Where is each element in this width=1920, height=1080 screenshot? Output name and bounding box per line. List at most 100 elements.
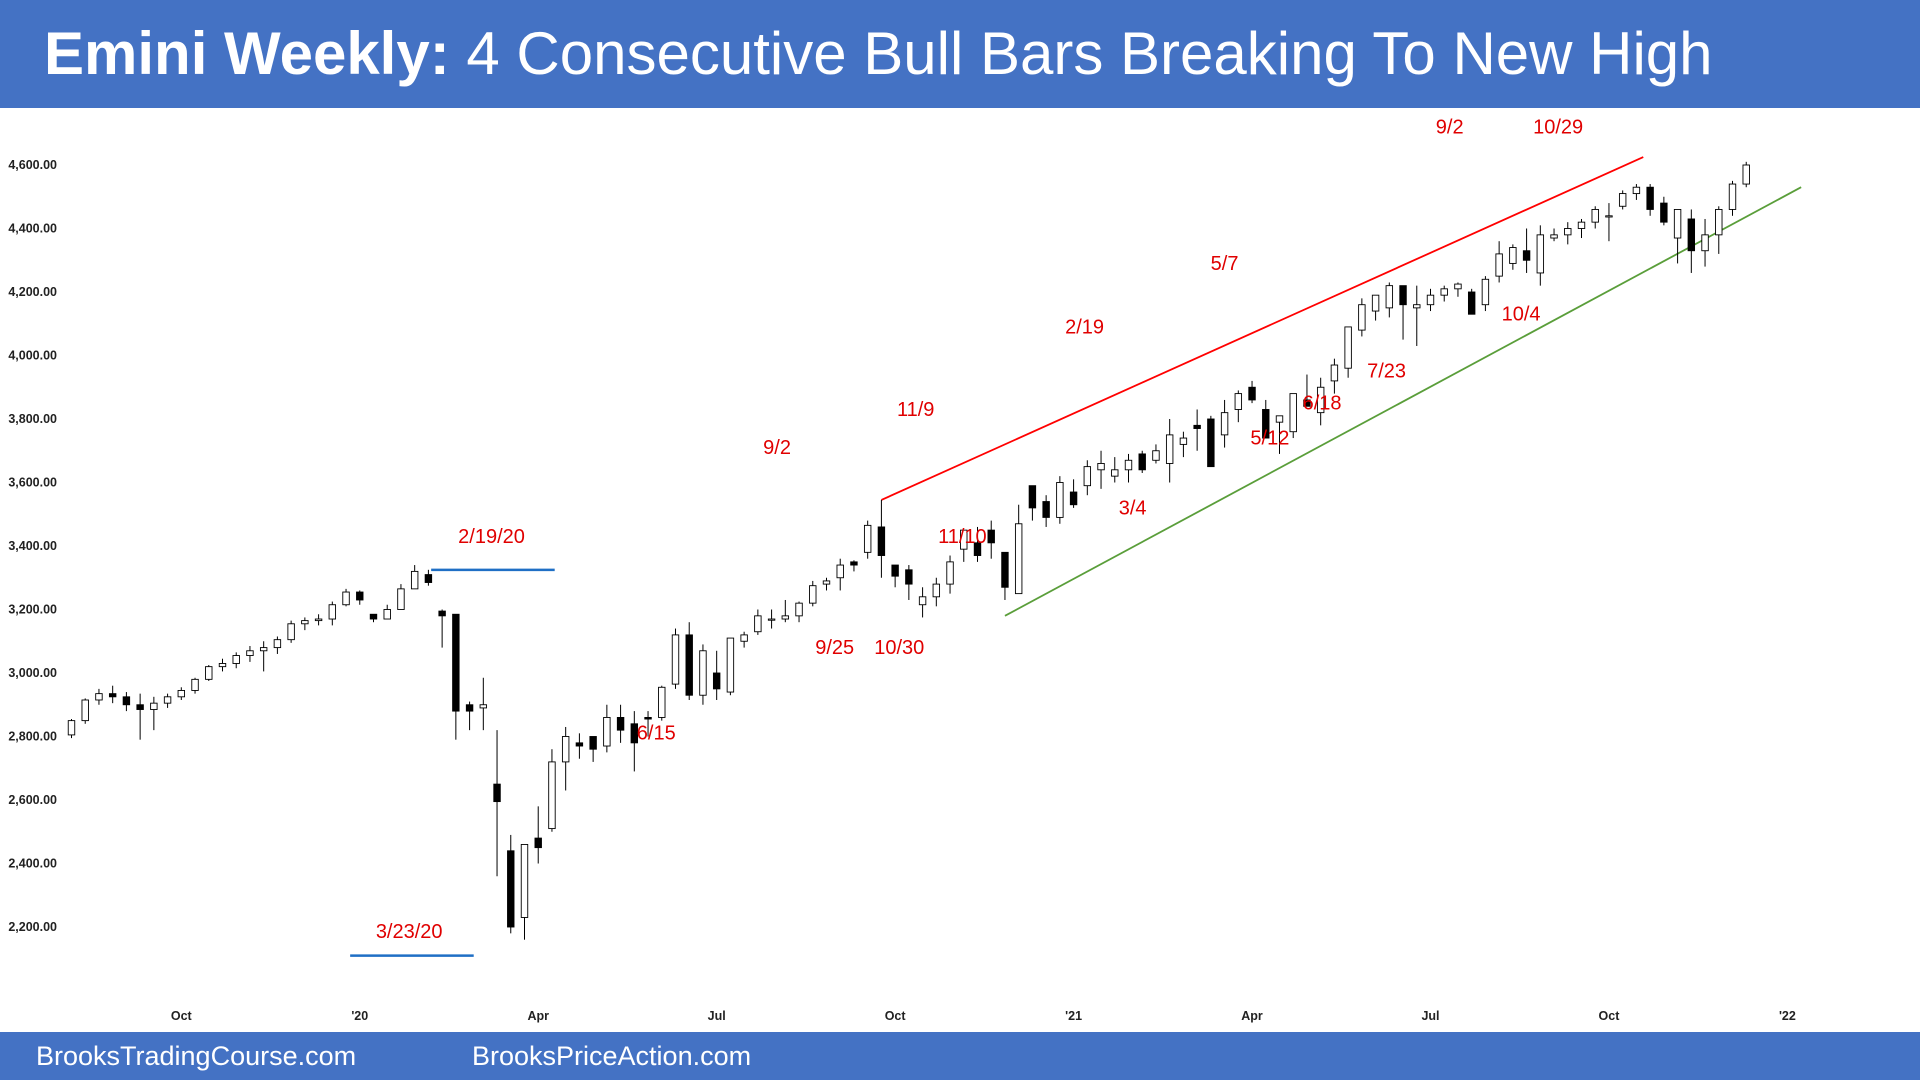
candle-body <box>877 526 886 556</box>
candle-body <box>122 696 131 706</box>
candle-body <box>740 634 748 642</box>
candle-body <box>973 542 982 556</box>
candle <box>822 577 831 591</box>
candle <box>1399 285 1407 340</box>
candle <box>1536 225 1545 286</box>
footer-right-link[interactable]: BrooksPriceAction.com <box>472 1041 752 1071</box>
candle <box>218 658 227 672</box>
candle <box>493 730 501 877</box>
candle-body <box>218 663 227 668</box>
candle <box>658 685 666 721</box>
candle-body <box>438 610 446 617</box>
candle <box>67 719 76 739</box>
candle <box>1083 460 1092 496</box>
date-annotation: 10/29 <box>1533 116 1583 138</box>
candle-body <box>369 613 378 620</box>
candle <box>1069 479 1078 508</box>
candle <box>946 555 954 594</box>
candle <box>781 599 790 623</box>
candle <box>1014 504 1023 595</box>
candle-body <box>81 699 89 722</box>
x-tick-label: '22 <box>1779 1009 1796 1023</box>
candle-body <box>1550 234 1558 239</box>
candle <box>1632 184 1641 200</box>
footer-left-link[interactable]: BrooksTradingCourse.com <box>36 1041 357 1071</box>
candle <box>754 609 762 635</box>
candle-body <box>658 686 666 718</box>
candle-body <box>905 569 913 585</box>
candle-body <box>1234 393 1243 410</box>
candle-body <box>1618 193 1627 207</box>
candle-body <box>1564 228 1572 236</box>
candle-body <box>1728 183 1737 210</box>
candle-body <box>397 588 405 610</box>
candle-body <box>1509 247 1517 264</box>
date-annotation: 9/2 <box>1436 116 1464 138</box>
candle-body <box>767 618 776 621</box>
candle-body <box>342 591 350 606</box>
candle-body <box>163 696 172 704</box>
candle <box>1248 380 1256 404</box>
candle <box>177 687 186 700</box>
candle <box>232 652 240 669</box>
candle-body <box>259 647 268 652</box>
candle <box>548 749 556 832</box>
candle <box>287 620 295 643</box>
candle-body <box>754 615 762 633</box>
date-annotation: 6/18 <box>1303 392 1342 414</box>
x-tick-label: Apr <box>527 1009 549 1023</box>
candle <box>1440 285 1448 302</box>
candle <box>616 704 625 743</box>
candle-body <box>108 693 117 698</box>
candle-body <box>534 837 542 849</box>
y-tick-label: 2,600.00 <box>8 793 57 807</box>
candle <box>1303 374 1311 407</box>
candle-body <box>452 613 460 712</box>
candle <box>1275 415 1284 454</box>
y-tick-label: 4,400.00 <box>8 222 57 236</box>
candle-body <box>932 583 941 598</box>
candle-body <box>1042 501 1050 518</box>
candle-body <box>507 850 515 928</box>
candle <box>1289 393 1297 439</box>
candle <box>836 558 844 591</box>
candle <box>767 609 776 629</box>
candle-body <box>424 574 433 583</box>
candle-body <box>1014 523 1023 595</box>
candle-body <box>603 717 611 747</box>
candle <box>905 565 913 600</box>
candle-body <box>589 736 597 750</box>
candle <box>1564 222 1572 245</box>
candle <box>987 520 995 559</box>
candle-body <box>1179 437 1188 445</box>
candle-body <box>809 585 817 604</box>
title-bold: Emini Weekly: <box>44 20 450 87</box>
annotations: 2/19/20 3/23/20 6/15 9/2 9/25 10/30 11/9 11/10 2… <box>376 116 1583 943</box>
candle <box>685 622 693 700</box>
candle-body <box>287 623 295 641</box>
candle <box>1111 457 1119 483</box>
candle <box>603 704 611 753</box>
footer-banner: BrooksTradingCourse.com BrooksPriceActio… <box>0 1032 1920 1080</box>
candle <box>438 609 446 648</box>
candle-body <box>1152 450 1160 461</box>
candle <box>1495 241 1503 283</box>
candle-body <box>1742 164 1750 185</box>
candle <box>1330 358 1339 394</box>
candle-body <box>95 693 103 701</box>
date-annotation: 3/23/20 <box>376 921 443 943</box>
candle <box>534 806 542 864</box>
candle-body <box>1248 386 1256 401</box>
candle <box>1413 285 1421 346</box>
candle <box>1124 453 1133 483</box>
candle <box>314 614 323 626</box>
candle <box>973 526 982 562</box>
candle-body <box>795 602 803 617</box>
candle-body <box>1111 469 1119 477</box>
candle <box>1550 228 1558 242</box>
x-tick-label: '20 <box>351 1009 368 1023</box>
candle-body <box>1536 234 1545 274</box>
candle <box>259 641 268 672</box>
candle-body <box>946 561 954 585</box>
candle-body <box>644 717 652 720</box>
